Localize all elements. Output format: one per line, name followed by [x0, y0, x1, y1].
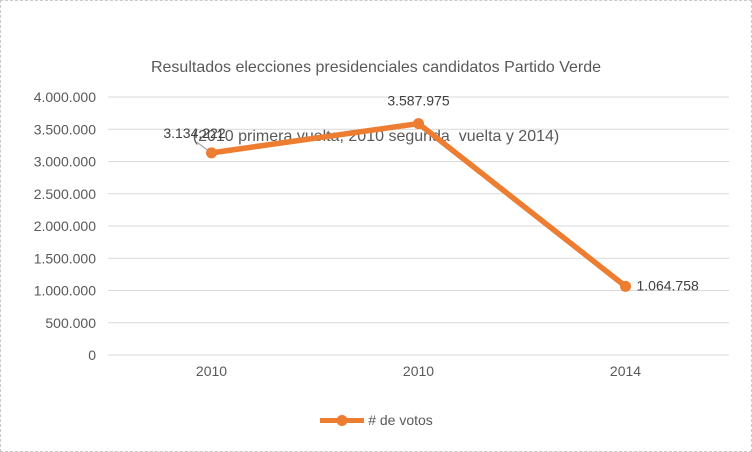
series-line [208, 120, 629, 290]
y-axis-tick-label: 4.000.000 [34, 89, 96, 105]
y-axis-tick-label: 1.500.000 [34, 250, 96, 266]
y-axis-tick-label: 2.500.000 [34, 186, 96, 202]
data-point-marker [206, 147, 217, 159]
x-axis-category-label: 2014 [610, 363, 641, 379]
data-point-marker [413, 118, 424, 130]
data-label-leader-line [196, 141, 209, 152]
y-axis-tick-label: 3.500.000 [34, 121, 96, 137]
chart-title-line1: Resultados elecciones presidenciales can… [150, 59, 602, 76]
y-axis-tick-label: 2.000.000 [34, 218, 96, 234]
legend-series-marker-icon [320, 414, 365, 426]
y-axis-tick-label: 1.000.000 [34, 283, 96, 299]
legend-label: # de votos [368, 412, 433, 428]
x-axis-category-label: 2010 [196, 363, 227, 379]
y-axis-tick-label: 500.000 [45, 315, 96, 331]
legend-marker-dot [336, 414, 348, 426]
y-axis-tick-label: 3.000.000 [34, 154, 96, 170]
data-label: 3.587.975 [387, 93, 449, 109]
x-axis-category-label: 2010 [403, 363, 434, 379]
y-axis-tick-label: 0 [88, 347, 96, 363]
data-label: 3.134.222 [163, 125, 225, 141]
data-point-marker [620, 280, 631, 292]
legend: # de votos [1, 412, 751, 428]
data-label: 1.064.758 [637, 277, 699, 293]
